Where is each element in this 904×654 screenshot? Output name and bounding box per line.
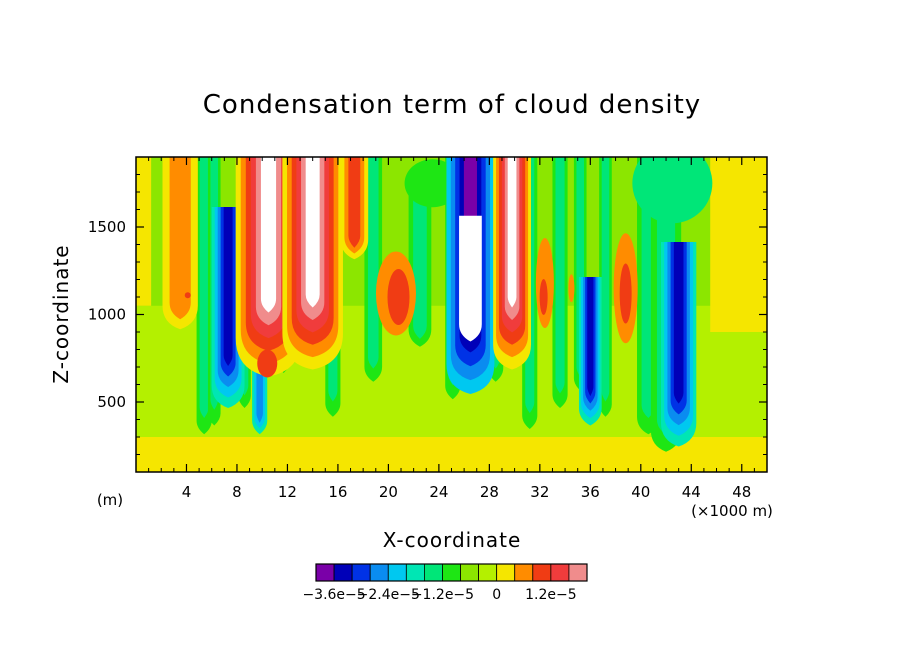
x-tick-label-10: 44 (682, 483, 701, 501)
colorbar-swatch-8 (460, 563, 479, 582)
positive-plume-17-level-2 (348, 157, 361, 248)
field-right-edge (710, 157, 767, 332)
colorbar-label-4: 1.2e−5 (525, 587, 577, 603)
x-tick-label-7: 32 (530, 483, 549, 501)
colorbar-swatch-0 (315, 563, 335, 582)
colorbar (315, 563, 588, 582)
colorbar-swatch-2 (351, 563, 371, 582)
chart-title: Condensation term of cloud density (203, 90, 701, 120)
negative-plume-7-level-4 (223, 207, 233, 366)
colorbar-frame (315, 563, 588, 582)
x-tick-label-11: 48 (732, 483, 751, 501)
positive-cell-39-inner (619, 263, 632, 324)
x-unit-left: (m) (97, 491, 123, 509)
colorbar-swatch-10 (496, 563, 516, 582)
colorbar-swatch-11 (514, 563, 534, 582)
colorbar-swatch-1 (333, 563, 353, 582)
weak-negative-streak-8-level-1 (555, 157, 565, 394)
top-green-patch-east (632, 157, 713, 224)
positive-plume-4-level-1 (169, 157, 191, 320)
positive-dot-4 (184, 292, 191, 299)
x-tick-label-4: 20 (379, 483, 398, 501)
x-tick-label-9: 40 (631, 483, 650, 501)
x-tick-label-0: 4 (182, 483, 192, 501)
positive-cell-32-inner (539, 279, 548, 315)
x-tick-label-8: 36 (581, 483, 600, 501)
weak-negative-streak-5-level-1 (367, 157, 379, 369)
colorbar-label-3: 0 (492, 587, 501, 603)
colorbar-swatch-13 (550, 563, 570, 582)
x-unit-right: (×1000 m) (691, 502, 773, 520)
negative-plume-36-level-4 (587, 277, 594, 397)
weak-negative-streak-10-level-1 (601, 157, 610, 402)
positive-plume-10-level-5 (260, 157, 277, 313)
colorbar-swatch-9 (478, 563, 498, 582)
colorbar-label-1: −2.4e−5 (357, 587, 420, 603)
positive-cell-34 (568, 274, 575, 303)
plot-area (136, 157, 767, 472)
negative-plume-26-core-level-0 (459, 215, 482, 342)
positive-plume-14-level-5 (305, 157, 320, 308)
colorbar-swatch-5 (405, 563, 425, 582)
y-axis-label: Z-coordinate (49, 244, 73, 383)
colorbar-label-2: −1.2e−5 (411, 587, 474, 603)
colorbar-swatch-3 (369, 563, 389, 582)
positive-plume-30-level-5 (507, 157, 517, 308)
colorbar-swatch-6 (423, 563, 443, 582)
colorbar-swatch-14 (568, 563, 588, 582)
y-tick-label-0: 500 (97, 393, 126, 411)
x-axis-ticks: 4 8 12 16 20 24 28 32 36 40 44 48 (148, 157, 755, 501)
x-tick-label-6: 28 (480, 483, 499, 501)
y-axis-ticks: 500 1000 1500 (88, 174, 767, 455)
x-tick-label-2: 12 (278, 483, 297, 501)
positive-cell-20-inner (387, 269, 410, 325)
y-tick-label-2: 1500 (88, 218, 126, 236)
colorbar-label-0: −3.6e−5 (302, 587, 365, 603)
x-axis-label: X-coordinate (383, 528, 522, 552)
colorbar-labels: −3.6e−5−2.4e−5−1.2e−5 0 1.2e−5 (302, 587, 576, 603)
x-tick-label-3: 16 (328, 483, 347, 501)
y-tick-label-1: 1000 (88, 306, 126, 324)
negative-plume-43-level-4 (673, 242, 684, 404)
x-tick-label-1: 8 (232, 483, 242, 501)
weak-negative-streak-0-level-1 (199, 157, 209, 418)
colorbar-swatch-12 (532, 563, 552, 582)
field-left-edge (136, 157, 152, 306)
colorbar-swatch-7 (442, 563, 461, 582)
weak-negative-streak-6-level-1 (413, 189, 427, 339)
x-tick-label-5: 24 (429, 483, 448, 501)
colorbar-swatch-4 (387, 563, 407, 582)
positive-base-10 (257, 349, 278, 378)
